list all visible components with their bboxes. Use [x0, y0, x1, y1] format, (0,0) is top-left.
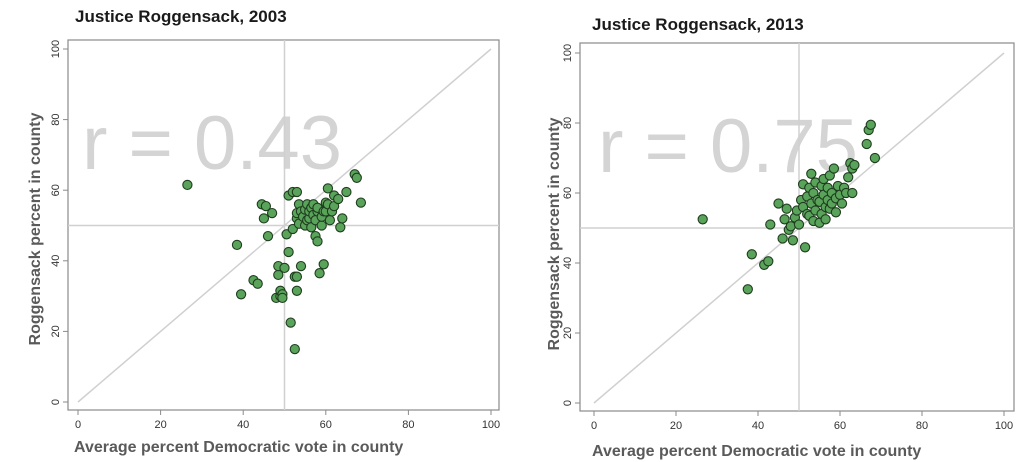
y-tick-label: 60 — [50, 184, 62, 196]
data-point — [291, 271, 303, 282]
x-tick-label: 60 — [834, 420, 846, 432]
chart-panel-2003: r = 0.43 0 20 40 60 80 100 0 20 40 60 80 100 Justice… — [27, 7, 500, 456]
data-point — [785, 221, 796, 232]
chart-panel-2013: r = 0.75 0 20 40 60 80 100 0 20 40 60 80 100 Justice… — [513, 0, 1026, 462]
y-tick-label: 40 — [50, 255, 62, 267]
data-point — [836, 198, 848, 209]
data-point — [341, 186, 352, 198]
x-tick-label: 60 — [320, 419, 332, 431]
x-axis-label: Average percent Democratic vote in count… — [74, 439, 403, 456]
x-tick-label: 20 — [154, 419, 166, 431]
y-tick-label: 100 — [50, 40, 62, 58]
y-tick-label: 80 — [50, 113, 62, 125]
data-point — [781, 203, 792, 214]
data-point — [742, 284, 753, 295]
data-point — [828, 163, 840, 174]
data-point — [285, 317, 296, 328]
x-tick-label: 80 — [916, 420, 928, 432]
data-point — [291, 186, 303, 198]
x-tick-label: 100 — [482, 419, 500, 431]
data-point — [843, 172, 854, 183]
y-tick-label: 60 — [562, 187, 574, 199]
reference-line-diagonal — [77, 48, 492, 403]
data-point — [765, 219, 776, 230]
data-point — [793, 219, 805, 230]
x-tick-label: 100 — [995, 420, 1013, 432]
data-point — [312, 236, 323, 247]
x-axis-label: Average percent Democratic vote in count… — [592, 443, 921, 460]
data-point — [820, 214, 831, 225]
y-tick-label: 0 — [50, 399, 62, 405]
y-tick-label: 80 — [562, 117, 574, 129]
data-point — [277, 292, 288, 304]
data-point — [279, 262, 290, 274]
data-point — [787, 235, 799, 246]
y-tick-label: 0 — [562, 400, 574, 406]
y-tick-label: 100 — [562, 44, 574, 62]
scatter-chart-2013: r = 0.75 0 20 40 60 80 100 0 20 40 60 80 100 Justice… — [546, 15, 1015, 460]
x-tick-label: 40 — [237, 419, 249, 431]
y-tick-label: 40 — [562, 257, 574, 269]
data-point — [318, 259, 329, 270]
data-point — [806, 168, 817, 179]
data-point — [324, 215, 336, 226]
chart-title: Justice Roggensack, 2003 — [75, 7, 287, 26]
data-point — [355, 197, 367, 208]
data-point — [260, 200, 272, 212]
data-point — [322, 183, 334, 194]
scatter-chart-2003: r = 0.43 0 20 40 60 80 100 0 20 40 60 80 100 Justice… — [27, 7, 500, 456]
data-point — [351, 172, 362, 183]
data-point — [697, 214, 708, 225]
correlation-annotation: r = 0.43 — [82, 101, 342, 186]
data-point — [865, 119, 876, 130]
data-point — [799, 242, 811, 253]
data-point — [231, 239, 243, 251]
data-point — [746, 249, 757, 260]
x-tick-label: 20 — [670, 420, 682, 432]
y-tick-label: 20 — [50, 325, 62, 337]
data-point — [283, 246, 294, 258]
data-point — [235, 289, 247, 300]
data-point — [847, 187, 858, 199]
data-point — [289, 343, 300, 355]
data-point — [316, 220, 327, 231]
data-point — [266, 207, 278, 219]
x-tick-label: 0 — [75, 419, 81, 431]
data-point — [773, 198, 784, 209]
y-axis-label: Roggensack percent in county — [27, 112, 44, 345]
data-point — [252, 278, 263, 289]
x-tick-label: 40 — [752, 420, 764, 432]
data-point — [861, 138, 872, 150]
y-axis-label: Roggensack percent in county — [546, 117, 563, 350]
data-point — [337, 213, 348, 224]
data-point — [830, 207, 842, 218]
data-point — [869, 152, 881, 164]
data-point — [333, 193, 344, 205]
correlation-annotation: r = 0.75 — [598, 104, 858, 189]
data-point — [291, 285, 303, 296]
data-point — [295, 260, 307, 272]
data-point — [314, 268, 325, 279]
data-point — [849, 159, 860, 171]
y-tick-label: 20 — [562, 327, 574, 339]
data-point — [182, 179, 193, 191]
data-point — [777, 233, 788, 244]
chart-title: Justice Roggensack, 2013 — [592, 15, 804, 34]
data-point — [335, 222, 346, 233]
data-point — [262, 230, 274, 242]
data-point — [258, 213, 270, 224]
x-tick-label: 80 — [402, 419, 414, 431]
data-point — [779, 214, 790, 225]
x-tick-label: 0 — [591, 420, 597, 432]
data-point — [763, 256, 774, 267]
